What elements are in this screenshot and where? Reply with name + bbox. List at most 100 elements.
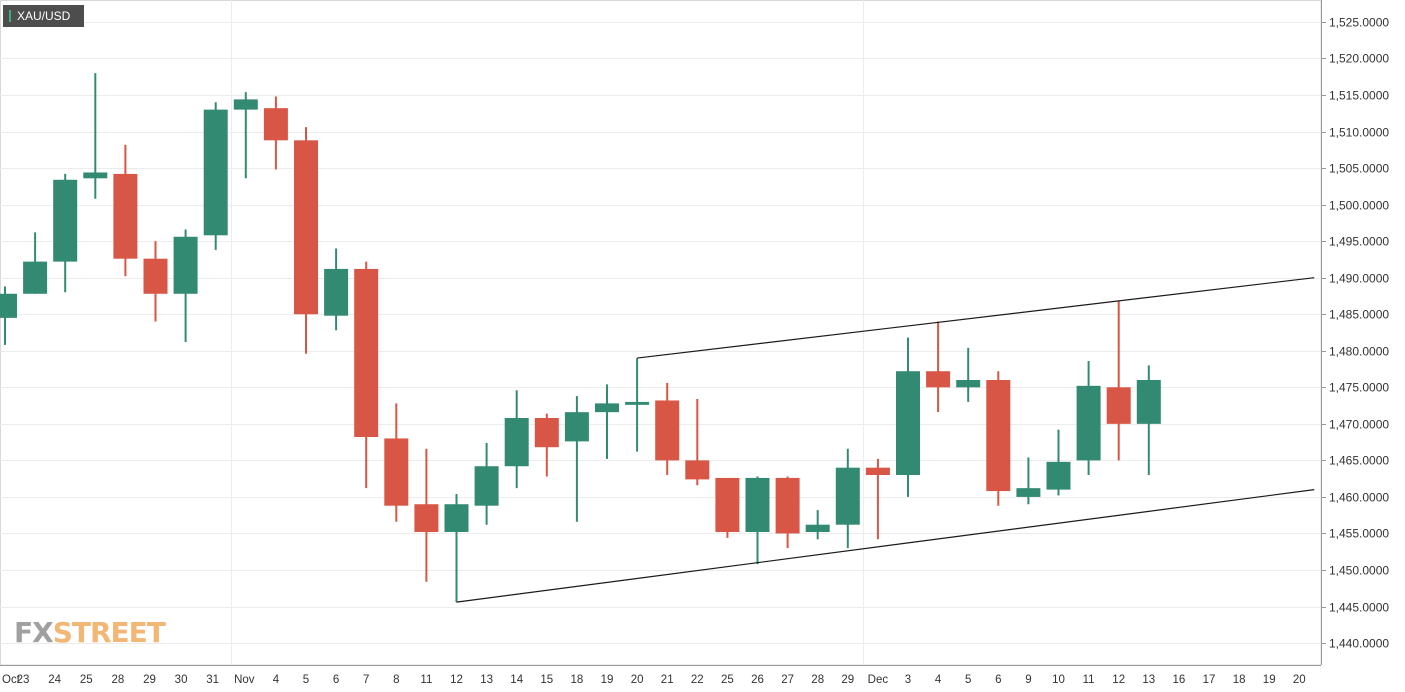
x-tick-label: 7 bbox=[363, 674, 369, 686]
y-tick-label: 1,515.0000 bbox=[1329, 89, 1389, 103]
y-tick-label: 1,480.0000 bbox=[1329, 345, 1389, 359]
candle-body-up bbox=[564, 412, 589, 442]
x-tick-label: 5 bbox=[303, 674, 309, 686]
candle-body-up bbox=[203, 109, 228, 236]
grid-layer bbox=[0, 0, 1322, 666]
candle-body-up bbox=[1136, 380, 1161, 424]
y-tick-label: 1,445.0000 bbox=[1329, 601, 1389, 615]
x-tick-label: 5 bbox=[965, 674, 971, 686]
candle-body-up bbox=[896, 371, 920, 475]
trendline bbox=[637, 277, 1315, 359]
candle-layer bbox=[0, 73, 1161, 603]
x-tick-label: 17 bbox=[1203, 674, 1216, 686]
x-tick-label: 25 bbox=[80, 674, 93, 686]
candle-body-down bbox=[655, 400, 680, 461]
x-tick-label: 30 bbox=[175, 674, 188, 686]
y-tick-label: 1,455.0000 bbox=[1329, 527, 1389, 541]
candle-body-up bbox=[504, 418, 529, 467]
x-tick-label: 11 bbox=[1083, 674, 1095, 686]
y-tick-label: 1,525.0000 bbox=[1329, 16, 1389, 30]
trendline bbox=[456, 489, 1315, 603]
candle-body-up bbox=[595, 403, 619, 413]
x-tick-label: 20 bbox=[1293, 674, 1306, 686]
candle-body-down bbox=[1106, 387, 1131, 424]
fxstreet-logo: FXSTREET bbox=[14, 616, 166, 649]
x-tick-label: 12 bbox=[450, 674, 463, 686]
plot-frame bbox=[0, 0, 1322, 666]
y-tick-label: 1,490.0000 bbox=[1329, 272, 1389, 286]
x-tick-label: 10 bbox=[1052, 674, 1065, 686]
candle-body-down bbox=[113, 173, 138, 259]
candle-body-down bbox=[926, 371, 951, 388]
x-tick-label: 11 bbox=[420, 674, 432, 686]
y-tick-label: 1,485.0000 bbox=[1329, 308, 1389, 322]
candle-body-down bbox=[354, 268, 379, 437]
x-tick-label: 18 bbox=[571, 674, 584, 686]
x-tick-label: 25 bbox=[721, 674, 734, 686]
candle-body-up bbox=[956, 380, 981, 388]
candle-body-down bbox=[715, 477, 740, 532]
candle-body-down bbox=[534, 418, 559, 448]
x-tick-label: Dec bbox=[868, 674, 889, 686]
y-tick-label: 1,460.0000 bbox=[1329, 491, 1389, 505]
x-tick-label: 22 bbox=[691, 674, 704, 686]
y-tick-label: 1,475.0000 bbox=[1329, 381, 1389, 395]
x-tick-label: 6 bbox=[333, 674, 339, 686]
candle-body-down bbox=[775, 477, 800, 534]
x-tick-label: 28 bbox=[111, 674, 124, 686]
candle-body-up bbox=[83, 172, 108, 179]
candle-body-up bbox=[324, 268, 349, 316]
y-tick-label: 1,440.0000 bbox=[1329, 637, 1389, 651]
x-tick-label: 28 bbox=[811, 674, 824, 686]
y-tick-label: 1,465.0000 bbox=[1329, 454, 1389, 468]
x-tick-label: 9 bbox=[1025, 674, 1031, 686]
logo-part-street: STREET bbox=[52, 616, 166, 649]
y-tick-label: 1,505.0000 bbox=[1329, 162, 1389, 176]
x-tick-label: 3 bbox=[905, 674, 911, 686]
candle-body-up bbox=[1016, 488, 1041, 497]
candle-body-up bbox=[233, 99, 258, 110]
y-tick-label: 1,500.0000 bbox=[1329, 199, 1389, 213]
candle-body-down bbox=[263, 108, 288, 141]
x-tick-label: 24 bbox=[48, 674, 61, 686]
candle-body-up bbox=[0, 293, 17, 318]
x-tick-label: 8 bbox=[393, 674, 399, 686]
candle-body-down bbox=[414, 504, 439, 532]
trendline-layer bbox=[456, 277, 1315, 603]
x-tick-label: 16 bbox=[1173, 674, 1186, 686]
y-tick-label: 1,495.0000 bbox=[1329, 235, 1389, 249]
candle-body-down bbox=[294, 140, 318, 315]
x-tick-label: 15 bbox=[540, 674, 553, 686]
x-tick-label: 29 bbox=[143, 674, 156, 686]
candle-body-up bbox=[53, 179, 78, 262]
logo-part-fx: FX bbox=[14, 616, 54, 649]
x-tick-label: 29 bbox=[841, 674, 854, 686]
candle-body-up bbox=[805, 524, 830, 532]
x-tick-label: 26 bbox=[751, 674, 764, 686]
candle-body-down bbox=[384, 438, 409, 506]
x-tick-label: 27 bbox=[781, 674, 794, 686]
symbol-label[interactable]: XAU/USD bbox=[3, 5, 84, 27]
x-tick-label: 19 bbox=[601, 674, 614, 686]
y-tick-label: 1,470.0000 bbox=[1329, 418, 1389, 432]
candle-body-up bbox=[1046, 461, 1071, 490]
candle-body-up bbox=[745, 477, 770, 532]
candle-body-down bbox=[865, 467, 890, 475]
x-tick-label: 13 bbox=[1142, 674, 1155, 686]
x-tick-label: 20 bbox=[631, 674, 644, 686]
candle-body-up bbox=[625, 401, 650, 405]
y-tick-label: 1,450.0000 bbox=[1329, 564, 1389, 578]
candle-body-up bbox=[173, 236, 198, 294]
candle-body-up bbox=[474, 466, 499, 506]
x-tick-label: 4 bbox=[935, 674, 942, 686]
x-tick-label: 6 bbox=[995, 674, 1001, 686]
x-tick-label: Nov bbox=[234, 674, 255, 686]
x-tick-label: 13 bbox=[480, 674, 493, 686]
x-tick-label: 21 bbox=[661, 674, 674, 686]
candle-body-up bbox=[1076, 385, 1101, 461]
candle-body-down bbox=[143, 258, 168, 294]
y-tick-label: 1,510.0000 bbox=[1329, 126, 1389, 140]
